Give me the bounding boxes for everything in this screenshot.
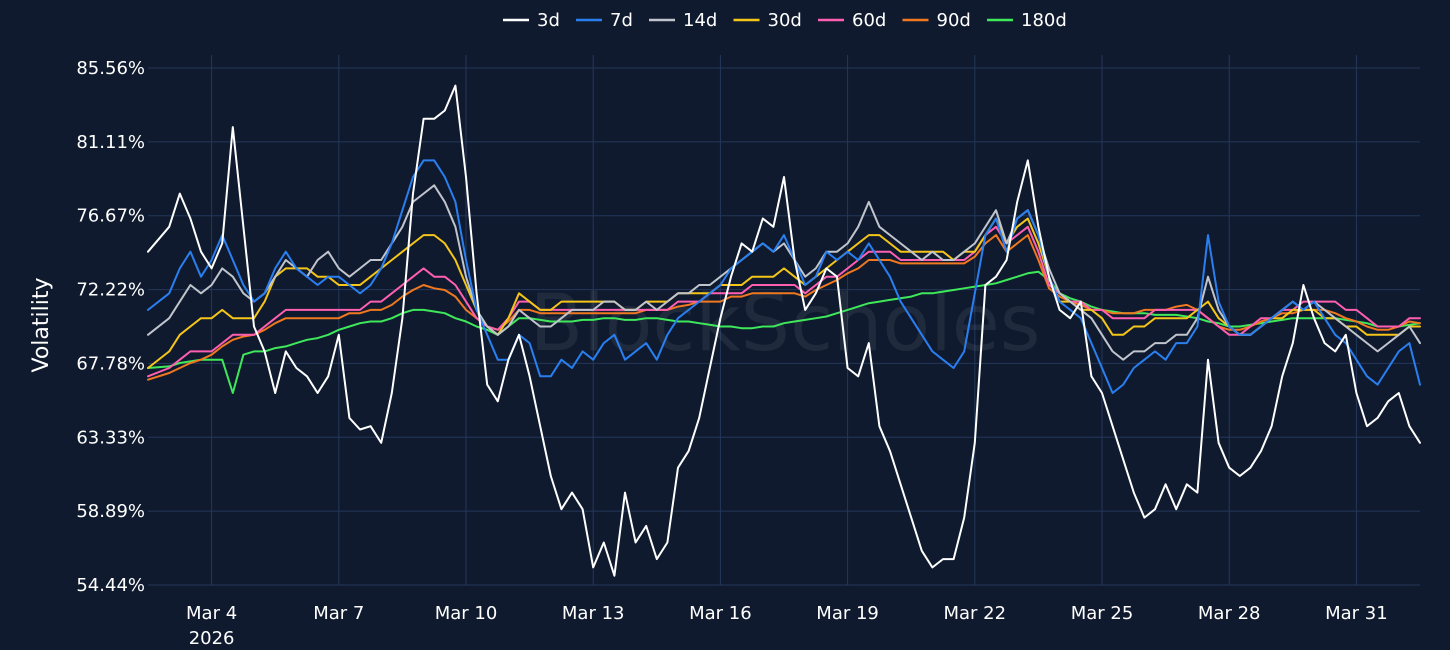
y-tick-label: 58.89% (76, 501, 145, 522)
legend-item-180d[interactable]: 180d (987, 10, 1067, 31)
y-axis-ticks: 85.56% 81.11% 76.67% 72.22% 67.78% 63.33% 58.8… (76, 58, 145, 596)
legend-item-30d[interactable]: 30d (733, 10, 802, 31)
series-line-7d (147, 159, 1421, 394)
series-line-60d (147, 225, 1421, 378)
x-tick-label: Mar 7 (313, 603, 364, 624)
x-tick-label: Mar 13 (562, 603, 625, 624)
legend-label: 180d (1021, 10, 1067, 31)
x-tick-label: Mar 19 (816, 603, 879, 624)
legend-item-14d[interactable]: 14d (649, 10, 717, 31)
series-lines (147, 84, 1421, 577)
y-tick-label: 63.33% (76, 427, 145, 448)
x-tick-label: Mar 10 (435, 603, 498, 624)
y-tick-label: 85.56% (76, 58, 145, 79)
legend-item-60d[interactable]: 60d (818, 10, 886, 31)
x-tick-label: Mar 28 (1198, 603, 1261, 624)
x-axis-ticks: Mar 4 2026 Mar 7 Mar 10 Mar 13 Mar 16 Mar 19 Ma… (186, 603, 1388, 649)
legend-label: 60d (852, 10, 886, 31)
legend[interactable]: 3d 7d 14d 30d 60d 90d 180d (503, 10, 1067, 31)
series-line-180d (147, 270, 1421, 394)
series-line-14d (147, 184, 1421, 361)
y-tick-label: 54.44% (76, 575, 145, 596)
x-tick-label: Mar 22 (944, 603, 1007, 624)
y-tick-label: 72.22% (76, 280, 145, 301)
legend-label: 7d (610, 10, 633, 31)
y-tick-label: 81.11% (76, 132, 145, 153)
x-tick-label: Mar 25 (1071, 603, 1134, 624)
legend-label: 3d (537, 10, 560, 31)
y-axis-title: Volatility (29, 277, 54, 372)
legend-item-7d[interactable]: 7d (576, 10, 633, 31)
legend-label: 90d (937, 10, 971, 31)
legend-label: 14d (683, 10, 717, 31)
x-tick-label: Mar 31 (1325, 603, 1388, 624)
legend-item-3d[interactable]: 3d (503, 10, 560, 31)
x-tick-label: Mar 16 (689, 603, 752, 624)
legend-item-90d[interactable]: 90d (902, 10, 971, 31)
series-line-3d (147, 84, 1421, 577)
grid (148, 55, 1420, 586)
series-line-30d (147, 217, 1421, 369)
legend-label: 30d (768, 10, 802, 31)
y-tick-label: 67.78% (76, 353, 145, 374)
x-tick-label: Mar 4 (186, 603, 237, 624)
x-tick-year-label: 2026 (189, 628, 235, 649)
y-tick-label: 76.67% (76, 206, 145, 227)
